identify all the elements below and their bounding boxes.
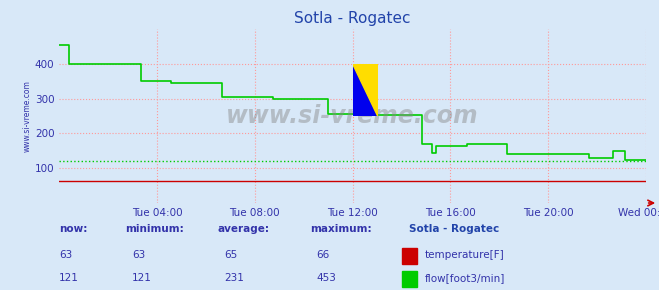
Text: temperature[F]: temperature[F] bbox=[425, 250, 505, 260]
Text: 65: 65 bbox=[224, 250, 237, 260]
Title: Sotla - Rogatec: Sotla - Rogatec bbox=[295, 11, 411, 26]
Text: minimum:: minimum: bbox=[125, 224, 184, 234]
Text: 121: 121 bbox=[132, 273, 152, 283]
Text: now:: now: bbox=[59, 224, 88, 234]
Polygon shape bbox=[353, 64, 378, 116]
Text: 453: 453 bbox=[316, 273, 336, 283]
Text: 63: 63 bbox=[59, 250, 72, 260]
Text: flow[foot3/min]: flow[foot3/min] bbox=[425, 273, 505, 283]
Text: 121: 121 bbox=[59, 273, 79, 283]
Text: www.si-vreme.com: www.si-vreme.com bbox=[226, 104, 479, 128]
Text: 63: 63 bbox=[132, 250, 145, 260]
Text: 66: 66 bbox=[316, 250, 330, 260]
Text: average:: average: bbox=[217, 224, 270, 234]
Text: Sotla - Rogatec: Sotla - Rogatec bbox=[409, 224, 499, 234]
Y-axis label: www.si-vreme.com: www.si-vreme.com bbox=[23, 80, 32, 152]
Text: 231: 231 bbox=[224, 273, 244, 283]
Text: maximum:: maximum: bbox=[310, 224, 372, 234]
Polygon shape bbox=[353, 64, 378, 116]
